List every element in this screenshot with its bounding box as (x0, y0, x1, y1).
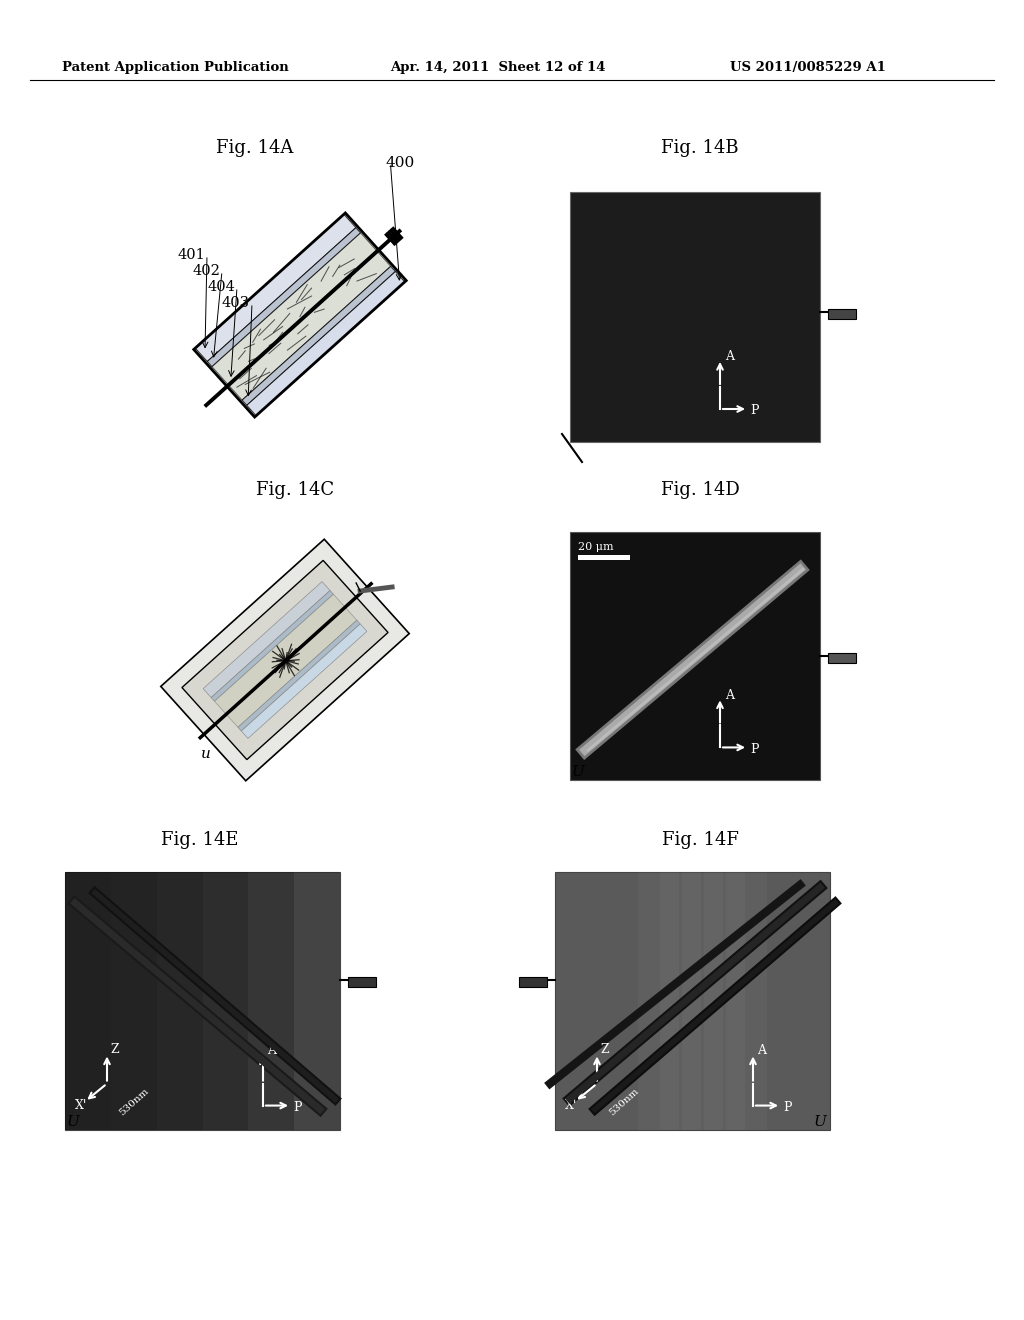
Bar (65, 873, 294, 1130)
Text: 20 μm: 20 μm (578, 543, 613, 552)
Bar (725, 873, 767, 1130)
Bar (555, 873, 830, 1130)
Bar (570, 532, 820, 780)
Text: Fig. 14A: Fig. 14A (216, 139, 294, 157)
Polygon shape (207, 227, 360, 367)
Bar (570, 191, 820, 442)
Text: 401: 401 (177, 248, 205, 261)
Text: U: U (814, 1115, 826, 1129)
Bar (578, 554, 630, 560)
Text: Fig. 14C: Fig. 14C (256, 480, 334, 499)
Bar (828, 653, 856, 663)
Bar (828, 309, 856, 319)
Polygon shape (247, 272, 404, 416)
Text: U: U (572, 766, 585, 779)
Text: u: u (201, 747, 211, 760)
Text: A: A (267, 1044, 276, 1057)
Bar (65, 873, 203, 1130)
Bar (519, 977, 547, 987)
Bar (703, 873, 744, 1130)
Polygon shape (214, 594, 356, 727)
Bar (65, 873, 340, 1130)
Polygon shape (203, 582, 330, 697)
Text: X': X' (565, 1100, 578, 1111)
Text: P: P (750, 404, 759, 417)
Polygon shape (242, 624, 367, 738)
Text: Apr. 14, 2011  Sheet 12 of 14: Apr. 14, 2011 Sheet 12 of 14 (390, 61, 605, 74)
Bar (65, 873, 157, 1130)
Bar (348, 977, 376, 987)
Bar (638, 873, 679, 1130)
Text: Fig. 14F: Fig. 14F (662, 832, 738, 849)
Text: A: A (725, 351, 734, 363)
Text: Z: Z (110, 1043, 119, 1056)
Text: 400: 400 (385, 156, 415, 170)
Text: Fig. 14E: Fig. 14E (161, 832, 239, 849)
Text: 403: 403 (222, 296, 250, 310)
Text: US 2011/0085229 A1: US 2011/0085229 A1 (730, 61, 886, 74)
Polygon shape (238, 620, 360, 731)
Text: Fig. 14B: Fig. 14B (662, 139, 738, 157)
Bar (65, 873, 249, 1130)
Polygon shape (242, 267, 395, 405)
Text: P: P (750, 743, 759, 756)
Text: P: P (783, 1101, 792, 1114)
Text: Fig. 14D: Fig. 14D (660, 480, 739, 499)
Polygon shape (212, 232, 391, 400)
Text: U: U (67, 1115, 80, 1129)
Polygon shape (211, 590, 334, 701)
Text: P: P (293, 1101, 301, 1114)
Text: X': X' (75, 1100, 87, 1111)
Text: 530nm: 530nm (607, 1086, 640, 1117)
Text: Z: Z (600, 1043, 608, 1056)
Bar (659, 873, 700, 1130)
Polygon shape (182, 561, 388, 759)
Polygon shape (161, 539, 410, 781)
Bar (65, 873, 111, 1130)
Text: A: A (757, 1044, 766, 1057)
Bar (682, 873, 723, 1130)
Text: 404: 404 (207, 280, 234, 294)
Text: A: A (725, 689, 734, 702)
Text: Patent Application Publication: Patent Application Publication (62, 61, 289, 74)
Bar (65, 873, 340, 1130)
Polygon shape (196, 214, 356, 362)
Text: 402: 402 (193, 264, 220, 279)
Text: 530nm: 530nm (117, 1086, 151, 1117)
